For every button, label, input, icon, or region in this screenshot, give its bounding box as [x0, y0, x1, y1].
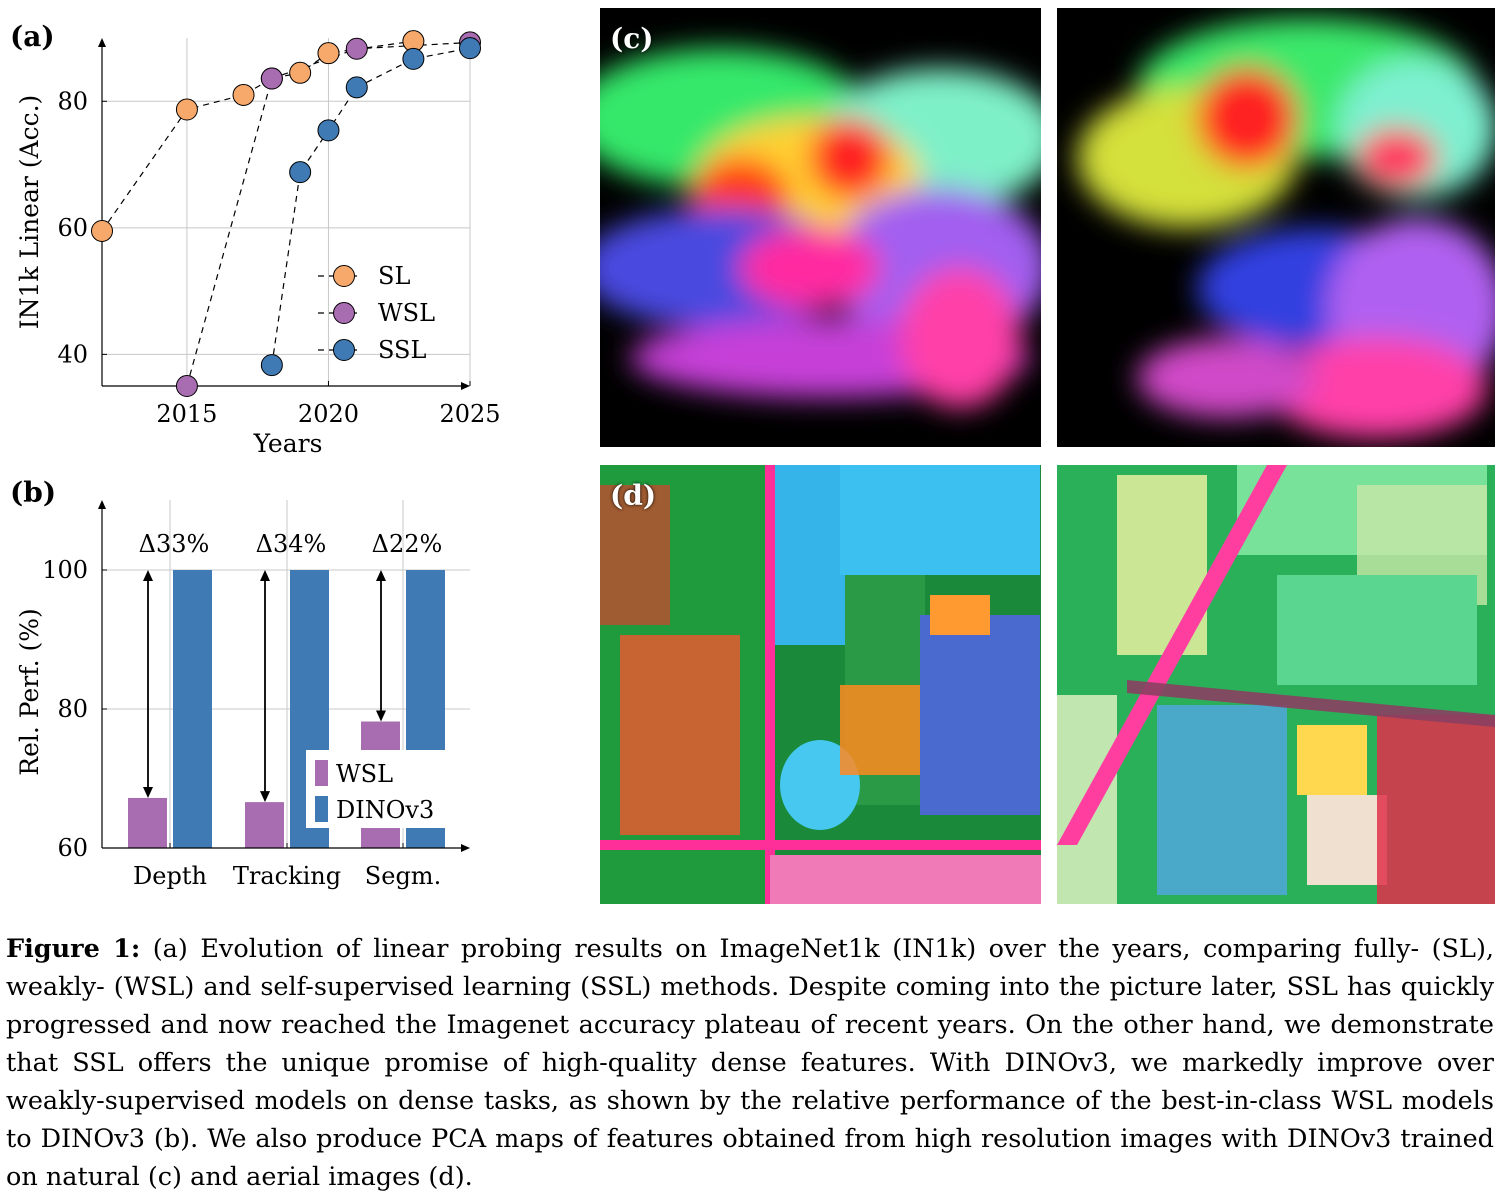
y-tick-label: 100: [42, 556, 88, 584]
relative-performance-chart: Δ33% Δ34% Δ22% 60 80 100 Depth Tracking Segm. Rel…: [15, 500, 470, 890]
y-tick-label: 60: [57, 214, 88, 242]
data-point-sl: [232, 83, 255, 106]
pca-map-cat-right: [1057, 8, 1495, 447]
y-tick-label: 40: [57, 340, 88, 368]
pca-map-aerial-right: [1057, 465, 1495, 904]
delta-arrow-head: [376, 710, 386, 722]
legend-marker-sl: [333, 265, 355, 287]
data-point-sl: [317, 42, 340, 65]
y-tick-label: 60: [57, 834, 88, 862]
legend-swatch-wsl: [315, 760, 328, 786]
series-line-ssl: [271, 47, 471, 366]
legend-label-dinov3: DINOv3: [336, 796, 434, 824]
y-tick-label: 80: [57, 87, 88, 115]
delta-arrow-head: [376, 570, 386, 581]
x-tick-label: Segm.: [365, 862, 441, 890]
data-point-wsl: [175, 375, 198, 397]
data-point-ssl: [402, 47, 425, 70]
data-point-sl: [91, 219, 113, 242]
bar-wsl: [245, 802, 284, 848]
panel-label-a: (a): [10, 20, 55, 53]
delta-annotation: Δ34%: [256, 530, 327, 558]
x-tick-label: 2015: [156, 400, 217, 428]
legend-label-wsl: WSL: [378, 299, 435, 327]
series-line-sl: [101, 40, 414, 232]
legend-marker-ssl: [333, 339, 355, 361]
panel-label-d: (d): [610, 479, 657, 512]
y-tick-label: 80: [57, 695, 88, 723]
data-point-ssl: [459, 37, 481, 60]
panel-label-c: (c): [610, 22, 654, 55]
data-point-ssl: [289, 161, 312, 184]
data-point-ssl: [345, 76, 368, 99]
delta-arrow-head: [143, 570, 153, 581]
caption-text: (a) Evolution of linear probing results …: [6, 934, 1494, 1192]
data-point-wsl: [260, 67, 283, 90]
delta-arrow-head: [260, 791, 270, 803]
bar-dinov3: [173, 570, 212, 848]
delta-arrow-head: [260, 570, 270, 581]
data-point-sl: [175, 98, 198, 121]
y-axis-title: IN1k Linear (Acc.): [15, 95, 44, 330]
delta-arrow-head: [143, 786, 153, 798]
x-tick-label: Depth: [133, 862, 207, 890]
y-axis-arrow: [98, 500, 106, 509]
pca-map-cat-left: (c): [600, 8, 1041, 447]
panel-label-b: (b): [10, 476, 57, 509]
legend-box: [306, 750, 446, 828]
data-point-sl: [289, 61, 312, 84]
y-axis-title: Rel. Perf. (%): [15, 608, 44, 775]
data-point-wsl: [345, 37, 368, 60]
data-point-ssl: [260, 354, 283, 377]
x-tick-label: 2025: [439, 400, 500, 428]
legend-swatch-dinov3: [315, 796, 328, 822]
y-axis-arrow: [98, 38, 106, 47]
pca-map-aerial-left: (d): [600, 465, 1041, 904]
accuracy-over-years-chart: 2015 2020 2025 40 60 80 Years IN1k Linear (Acc.…: [15, 30, 501, 458]
x-tick-label: 2020: [298, 400, 359, 428]
data-point-ssl: [317, 119, 340, 142]
legend-label-sl: SL: [378, 262, 410, 290]
legend-marker-wsl: [333, 302, 355, 324]
x-axis-arrow: [461, 382, 470, 390]
x-axis-arrow: [461, 844, 470, 852]
x-tick-label: Tracking: [233, 862, 341, 890]
legend-label-wsl: WSL: [336, 760, 393, 788]
caption-head: Figure 1:: [6, 934, 141, 964]
delta-annotation: Δ33%: [139, 530, 210, 558]
bar-wsl: [128, 797, 167, 848]
x-axis-title: Years: [253, 429, 323, 458]
figure-caption: Figure 1: (a) Evolution of linear probin…: [6, 930, 1494, 1196]
delta-annotation: Δ22%: [372, 530, 443, 558]
legend-label-ssl: SSL: [378, 336, 426, 364]
